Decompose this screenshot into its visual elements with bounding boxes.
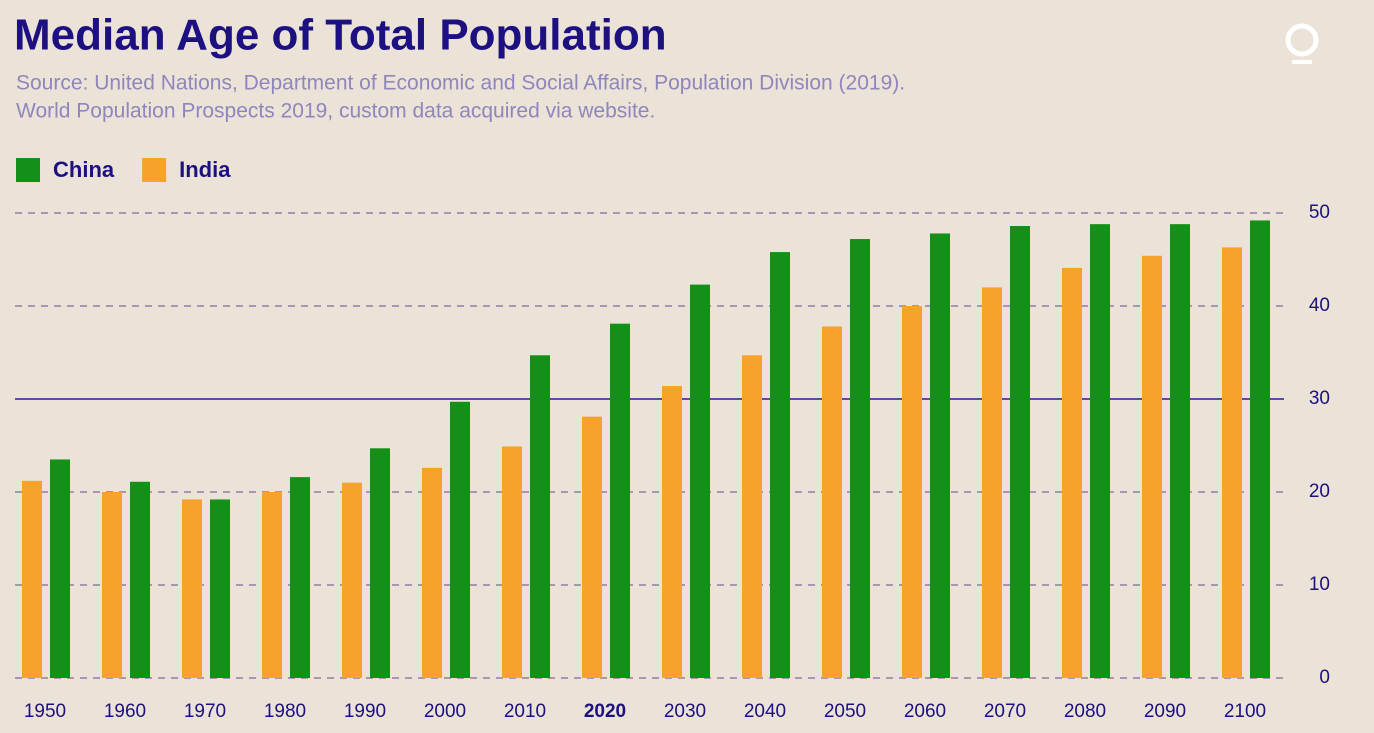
bar: [742, 355, 762, 678]
bar: [290, 477, 310, 678]
x-tick-label: 2050: [824, 701, 866, 722]
bar: [530, 355, 550, 678]
bar: [22, 480, 42, 678]
bar: [1222, 247, 1242, 678]
legend-label: China: [53, 157, 115, 182]
bar: [210, 499, 230, 678]
bar: [610, 323, 630, 678]
bar: [342, 482, 362, 678]
bar: [1170, 224, 1190, 678]
bar: [130, 481, 150, 678]
bar: [182, 499, 202, 678]
bar: [690, 284, 710, 678]
bar: [262, 492, 282, 678]
x-tick-label: 1950: [24, 701, 66, 722]
legend-swatch: [16, 158, 40, 182]
legend-swatch: [142, 158, 167, 182]
bar: [1090, 224, 1110, 678]
x-tick-label: 2100: [1224, 701, 1266, 722]
bar: [1062, 267, 1082, 678]
subtitle: World Population Prospects 2019, custom …: [16, 100, 655, 123]
bar: [582, 416, 602, 678]
bar: [502, 446, 522, 678]
subtitle: Source: United Nations, Department of Ec…: [16, 72, 905, 95]
x-tick-label: 2010: [504, 701, 546, 722]
bar: [822, 326, 842, 678]
y-tick-label: 50: [1309, 202, 1330, 223]
x-tick-label: 2020: [584, 701, 626, 722]
y-tick-label: 0: [1319, 667, 1330, 688]
bar: [902, 306, 922, 678]
bar: [1250, 220, 1270, 678]
x-tick-label: 2030: [664, 701, 706, 722]
bar: [850, 239, 870, 679]
bar: [930, 233, 950, 678]
x-tick-label: 1980: [264, 701, 306, 722]
logo: [1285, 23, 1319, 64]
x-tick-label: 1960: [104, 701, 146, 722]
x-tick-label: 2080: [1064, 701, 1106, 722]
bar: [1142, 255, 1162, 678]
x-tick-label: 2000: [424, 701, 466, 722]
y-tick-label: 30: [1309, 388, 1330, 409]
bar: [770, 252, 790, 678]
x-tick-label: 2070: [984, 701, 1026, 722]
bar: [50, 459, 70, 678]
x-tick-label: 2040: [744, 701, 786, 722]
bar: [422, 467, 442, 678]
x-tick-label: 1970: [184, 701, 226, 722]
bar: [982, 287, 1002, 678]
x-tick-label: 2090: [1144, 701, 1186, 722]
bar: [370, 448, 390, 678]
bar: [1010, 226, 1030, 678]
chart-title: Median Age of Total Population: [14, 11, 667, 60]
bar: [102, 492, 122, 678]
x-tick-label: 2060: [904, 701, 946, 722]
bar: [662, 385, 682, 678]
x-tick-label: 1990: [344, 701, 386, 722]
y-tick-label: 10: [1309, 574, 1330, 595]
y-tick-label: 40: [1309, 295, 1330, 316]
y-tick-label: 20: [1309, 481, 1330, 502]
bar: [450, 401, 470, 678]
legend-label: India: [179, 157, 231, 182]
